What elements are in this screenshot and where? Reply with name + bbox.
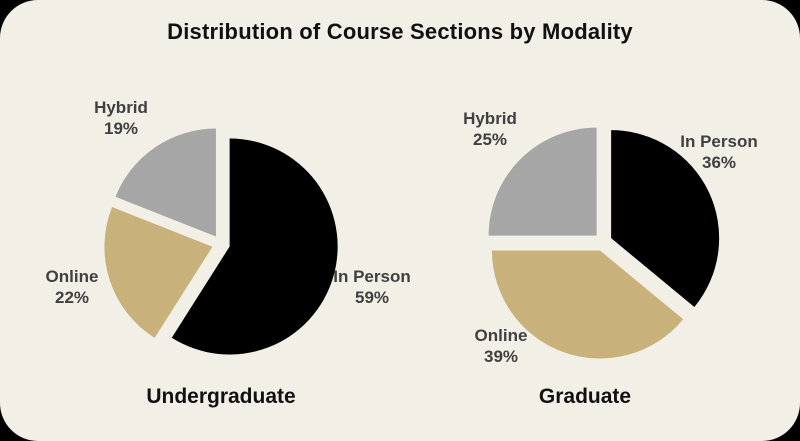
- pie-slice-undergraduate-in-person: [171, 138, 338, 355]
- pie-title-undergraduate: Undergraduate: [146, 385, 296, 408]
- label-undergraduate-in-person: In Person 59%: [333, 266, 410, 308]
- pie-title-graduate: Graduate: [538, 385, 632, 408]
- pie-slice-graduate-hybrid: [488, 127, 597, 236]
- label-graduate-in-person: In Person 36%: [680, 131, 757, 173]
- slice-label-pct: 25%: [472, 130, 508, 149]
- slice-label-pct: 36%: [701, 153, 737, 172]
- label-undergraduate-hybrid: Hybrid 19%: [94, 97, 148, 139]
- pie-slice-undergraduate-hybrid: [115, 128, 216, 237]
- slice-label-name: Hybrid: [463, 109, 517, 128]
- slice-label-pct: 19%: [103, 119, 139, 138]
- slice-label-name: Online: [45, 267, 99, 286]
- slice-label-name: Hybrid: [94, 98, 148, 117]
- slice-label-name: In Person: [680, 132, 758, 151]
- pie-slice-graduate-in-person: [611, 130, 720, 308]
- slice-label-pct: 59%: [354, 288, 390, 307]
- label-graduate-online: Online 39%: [475, 325, 528, 367]
- pie-slice-graduate-online: [491, 250, 684, 359]
- chart-title: Distribution of Course Sections by Modal…: [167, 19, 633, 44]
- pie-undergraduate: [104, 128, 338, 355]
- label-graduate-hybrid: Hybrid 25%: [463, 108, 517, 150]
- slice-label-name: In Person: [333, 267, 411, 286]
- label-undergraduate-online: Online 22%: [46, 266, 99, 308]
- pie-graduate: [488, 127, 720, 359]
- slice-label-name: Online: [474, 326, 528, 345]
- pie-slice-undergraduate-online: [104, 207, 213, 338]
- slice-label-pct: 22%: [54, 288, 90, 307]
- slice-label-pct: 39%: [483, 347, 519, 366]
